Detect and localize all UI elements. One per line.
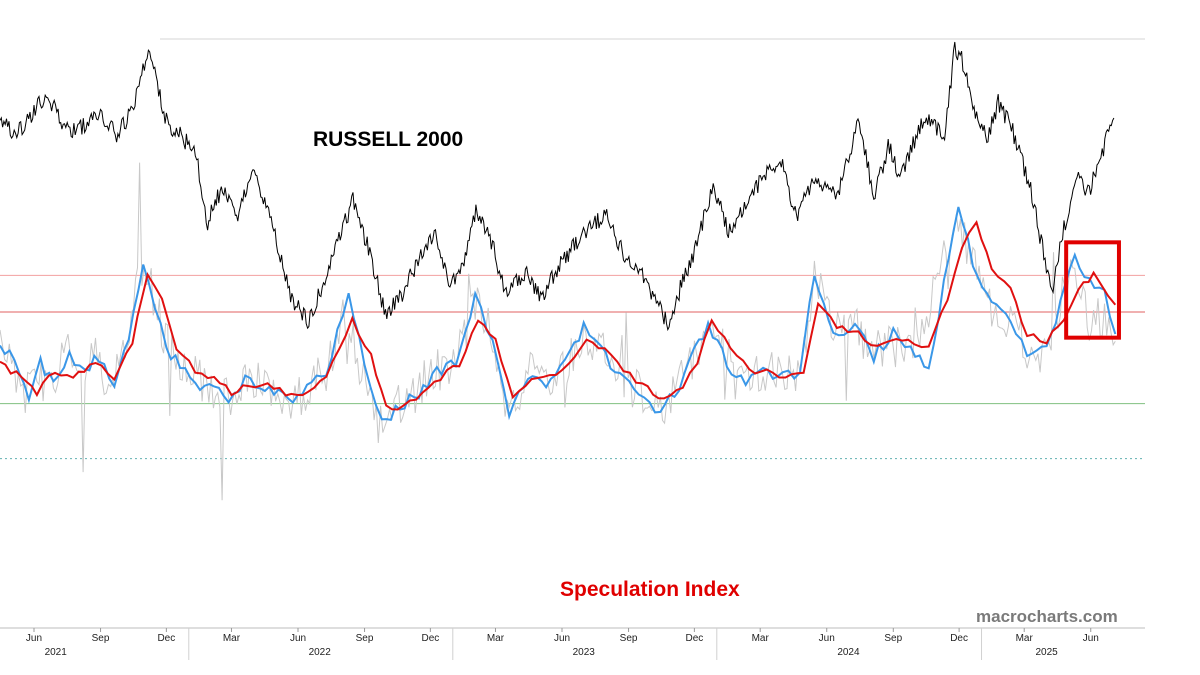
month-tick-label-14: Dec — [950, 633, 968, 644]
russell-2000-series — [0, 41, 1115, 332]
month-tick-label-7: Mar — [487, 633, 505, 644]
month-tick-label-3: Mar — [223, 633, 241, 644]
month-tick-label-4: Jun — [290, 633, 306, 644]
highlight-box — [1064, 240, 1121, 340]
speculation-index-label: Speculation Index — [560, 578, 740, 601]
highlight-box-group — [1064, 240, 1121, 340]
month-tick-label-0: Jun — [26, 633, 42, 644]
month-tick-label-16: Jun — [1083, 633, 1099, 644]
year-label-2: 2023 — [573, 647, 596, 658]
month-tick-label-8: Jun — [554, 633, 570, 644]
speculation-raw-series — [0, 162, 1116, 501]
year-label-0: 2021 — [45, 647, 68, 658]
year-label-3: 2024 — [837, 647, 860, 658]
month-tick-label-1: Sep — [92, 633, 110, 644]
month-tick-label-5: Sep — [356, 633, 374, 644]
russell-2000-line — [0, 41, 1115, 332]
month-tick-label-12: Jun — [819, 633, 835, 644]
speculation-fast-series — [0, 206, 1117, 422]
year-label-4: 2025 — [1036, 647, 1059, 658]
speculation-slow-series — [0, 220, 1117, 411]
year-label-1: 2022 — [309, 647, 332, 658]
reference-lines — [0, 274, 1145, 460]
speculation-fast-line — [0, 206, 1117, 422]
speculation-raw-line — [0, 162, 1116, 501]
month-tick-label-11: Mar — [752, 633, 770, 644]
watermark: macrocharts.com — [976, 607, 1118, 626]
month-tick-label-13: Sep — [884, 633, 902, 644]
month-tick-label-10: Dec — [685, 633, 703, 644]
month-tick-label-15: Mar — [1016, 633, 1034, 644]
speculation-slow-line — [0, 220, 1117, 411]
month-tick-label-2: Dec — [157, 633, 175, 644]
russell-2000-label: RUSSELL 2000 — [313, 128, 464, 151]
month-tick-label-9: Sep — [620, 633, 638, 644]
month-tick-label-6: Dec — [421, 633, 439, 644]
x-axis: Jun Sep Dec Mar Jun Sep Dec Mar Jun Sep Dec Mar Jun S… — [0, 627, 1145, 660]
